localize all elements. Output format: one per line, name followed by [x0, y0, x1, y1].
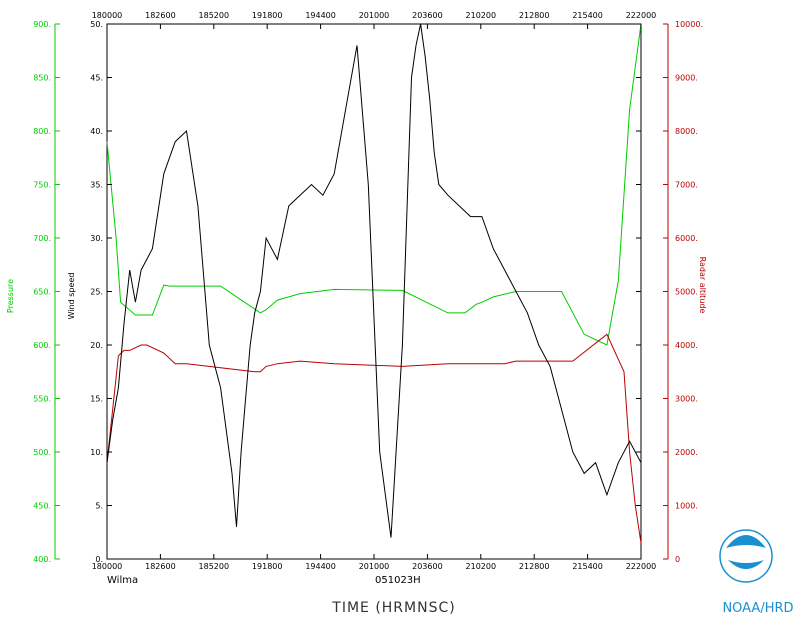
- altitude-tick-label: 2000.: [675, 448, 698, 457]
- wind-tick-label: 15.: [90, 395, 103, 404]
- altitude-tick-label: 1000.: [675, 502, 698, 511]
- wind-tick-label: 5.: [95, 502, 103, 511]
- storm-name: Wilma: [107, 575, 138, 586]
- altitude-tick-label: 9000.: [675, 74, 698, 83]
- pressure-tick-label: 900.: [33, 20, 51, 29]
- logo-wave: [728, 560, 764, 569]
- x-tick-label-bottom: 210200: [466, 562, 497, 571]
- x-tick-label-bottom: 203600: [412, 562, 443, 571]
- wind-tick-label: 0.: [95, 555, 103, 564]
- altitude-tick-label: 5000.: [675, 288, 698, 297]
- x-tick-label-top: 201000: [359, 11, 390, 20]
- x-tick-label-top: 203600: [412, 11, 443, 20]
- x-tick-label-bottom: 212800: [519, 562, 550, 571]
- pressure-tick-label: 750.: [33, 181, 51, 190]
- wind-tick-label: 35.: [90, 181, 103, 190]
- x-tick-label-bottom: 182600: [145, 562, 176, 571]
- pressure-tick-label: 600.: [33, 341, 51, 350]
- altitude-tick-label: 6000.: [675, 234, 698, 243]
- x-tick-label-bottom: 191800: [252, 562, 283, 571]
- x-tick-label-top: 210200: [466, 11, 497, 20]
- wind-tick-label: 40.: [90, 127, 103, 136]
- pressure-tick-label: 800.: [33, 127, 51, 136]
- date-label: 051023H: [375, 575, 421, 586]
- pressure-series-line: [106, 23, 642, 346]
- logo-bird: [726, 535, 766, 548]
- x-tick-label-bottom: 180000: [92, 562, 123, 571]
- x-tick-label-top: 194400: [305, 11, 336, 20]
- wind-tick-label: 50.: [90, 20, 103, 29]
- pressure-tick-label: 850.: [33, 74, 51, 83]
- x-axis-title: TIME (HRMNSC): [331, 600, 455, 616]
- x-tick-label-top: 180000: [92, 11, 123, 20]
- x-tick-label-bottom: 201000: [359, 562, 390, 571]
- wind-tick-label: 25.: [90, 288, 103, 297]
- wind-tick-label: 20.: [90, 341, 103, 350]
- pressure-tick-label: 650.: [33, 288, 51, 297]
- altitude-axis-title: Radar altitude: [698, 257, 707, 314]
- pressure-tick-label: 700.: [33, 234, 51, 243]
- pressure-tick-label: 450.: [33, 502, 51, 511]
- x-tick-label-top: 182600: [145, 11, 176, 20]
- altitude-tick-label: 3000.: [675, 395, 698, 404]
- wind-axis-title: Wind speed: [67, 273, 76, 320]
- altitude-tick-label: 7000.: [675, 181, 698, 190]
- wind-tick-label: 45.: [90, 74, 103, 83]
- x-tick-label-bottom: 215400: [572, 562, 603, 571]
- x-tick-label-top: 185200: [199, 11, 230, 20]
- logo-ring: [719, 529, 773, 583]
- x-tick-label-top: 212800: [519, 11, 550, 20]
- wind-speed-series-line: [106, 23, 642, 538]
- altitude-tick-label: 10000.: [675, 20, 703, 29]
- pressure-tick-label: 500.: [33, 448, 51, 457]
- altitude-tick-label: 4000.: [675, 341, 698, 350]
- altitude-tick-label: 8000.: [675, 127, 698, 136]
- credit-label: NOAA/HRD: [722, 601, 793, 616]
- wind-tick-label: 10.: [90, 448, 103, 457]
- x-tick-label-top: 191800: [252, 11, 283, 20]
- x-tick-label-top: 215400: [572, 11, 603, 20]
- pressure-tick-label: 550.: [33, 395, 51, 404]
- x-tick-label-bottom: 185200: [199, 562, 230, 571]
- altitude-tick-label: 0: [675, 555, 680, 564]
- x-tick-label-bottom: 222000: [626, 562, 657, 571]
- x-tick-label-top: 222000: [626, 11, 657, 20]
- pressure-tick-label: 400.: [33, 555, 51, 564]
- noaa-logo-icon: [719, 529, 773, 583]
- altitude-series-line: [106, 333, 642, 544]
- wind-tick-label: 30.: [90, 234, 103, 243]
- pressure-axis-title: Pressure: [6, 279, 15, 313]
- x-tick-label-bottom: 194400: [305, 562, 336, 571]
